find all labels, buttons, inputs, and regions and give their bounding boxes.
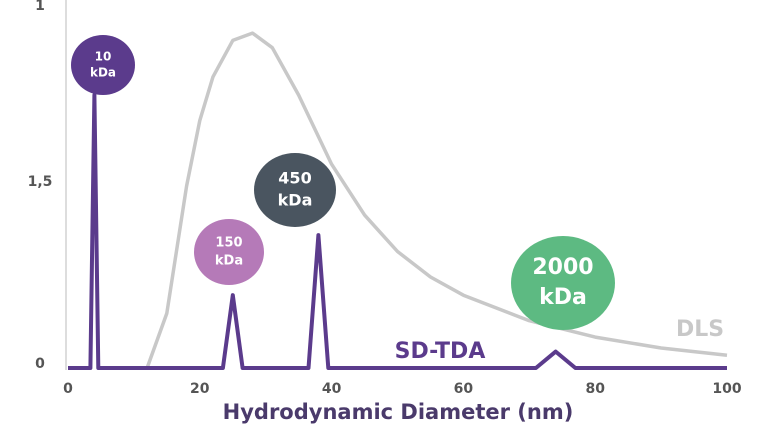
x-axis-label: Hydrodynamic Diameter (nm) <box>223 400 574 424</box>
x-tick-label: 60 <box>454 381 474 397</box>
y-tick-label: 0 <box>35 356 45 372</box>
annotation-text: 150 <box>215 236 242 251</box>
annotation-text: 10 <box>95 49 112 63</box>
annotation-text: kDa <box>539 285 587 310</box>
x-tick-label: 80 <box>585 381 605 397</box>
annotation-bubble <box>194 219 264 285</box>
series-label: DLS <box>676 317 724 342</box>
y-tick-label: 1 <box>35 0 45 14</box>
x-tick-label: 100 <box>712 381 741 397</box>
series-label: SD-TDA <box>395 339 486 364</box>
annotation-bubble <box>254 153 336 227</box>
y-tick-label: 1,5 <box>28 174 53 190</box>
annotation-text: kDa <box>90 66 116 80</box>
annotation-text: kDa <box>278 190 313 209</box>
annotation-text: 2000 <box>532 255 593 280</box>
annotation-bubble <box>71 35 135 95</box>
x-tick-label: 20 <box>190 381 210 397</box>
annotation-text: 450 <box>278 169 311 188</box>
annotation-text: kDa <box>215 253 243 268</box>
x-tick-label: 40 <box>322 381 342 397</box>
x-tick-label: 0 <box>63 381 73 397</box>
series-line <box>68 93 727 370</box>
annotation-bubble <box>511 236 615 330</box>
